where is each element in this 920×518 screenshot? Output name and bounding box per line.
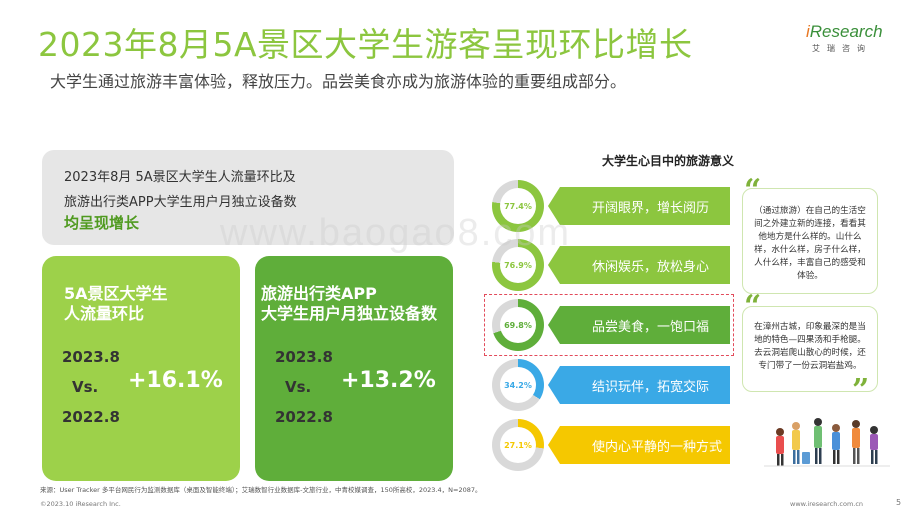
card-year-previous: 2022.8 bbox=[275, 408, 333, 426]
card-year-current: 2023.8 bbox=[275, 348, 333, 366]
pointer-arrow-icon bbox=[548, 306, 560, 344]
card-change: +16.1% bbox=[128, 368, 223, 393]
meaning-bar: 使内心平静的一种方式 bbox=[548, 426, 730, 464]
meaning-bar: 休闲娱乐，放松身心 bbox=[548, 246, 730, 284]
percent-value: 34.2% bbox=[500, 367, 536, 403]
meanings-title: 大学生心目中的旅游意义 bbox=[602, 154, 735, 168]
website: www.iresearch.com.cn bbox=[790, 500, 864, 508]
highlight-frame bbox=[484, 294, 734, 356]
card-year-current: 2023.8 bbox=[62, 348, 120, 366]
percent-ring: 69.8% bbox=[492, 299, 544, 351]
percent-ring: 27.1% bbox=[492, 419, 544, 471]
stat-card-travel-app-devices: 旅游出行类APP 大学生用户月独立设备数 2023.8 Vs. +13.2% 2… bbox=[255, 256, 453, 481]
copyright: ©2023.10 iResearch Inc. bbox=[40, 500, 121, 508]
summary-line-1: 2023年8月 5A景区大学生人流量环比及 bbox=[64, 170, 296, 185]
percent-value: 77.4% bbox=[500, 188, 536, 224]
pointer-arrow-icon bbox=[548, 187, 560, 225]
meaning-bar: 结识玩伴，拓宽交际 bbox=[548, 366, 730, 404]
card-title: 旅游出行类APP 大学生用户月独立设备数 bbox=[261, 284, 438, 323]
card-year-previous: 2022.8 bbox=[62, 408, 120, 426]
quote-card-1: （通过旅游）在自己的生活空间之外建立新的连接，看看其他地方是什么样的。山什么样，… bbox=[742, 188, 878, 294]
page-subtitle: 大学生通过旅游丰富体验，释放压力。品尝美食亦成为旅游体验的重要组成部分。 bbox=[50, 72, 627, 91]
card-change: +13.2% bbox=[341, 368, 436, 393]
meaning-bar: 开阔眼界，增长阅历 bbox=[548, 187, 730, 225]
percent-ring: 76.9% bbox=[492, 239, 544, 291]
watermark: www.baogao8.com bbox=[220, 212, 572, 254]
pointer-arrow-icon bbox=[548, 366, 560, 404]
percent-ring: 77.4% bbox=[492, 180, 544, 232]
iresearch-logo: iResearch 艾瑞咨询 bbox=[806, 22, 883, 53]
summary-line-2: 旅游出行类APP大学生用户月独立设备数 bbox=[64, 195, 297, 210]
percent-value: 76.9% bbox=[500, 247, 536, 283]
quote-card-2: 在漳州古城，印象最深的是当地的特色—四果汤和手枪腿。去云洞岩爬山散心的时候，还专… bbox=[742, 306, 878, 392]
page-number: 5 bbox=[896, 498, 902, 507]
pointer-arrow-icon bbox=[548, 426, 560, 464]
meaning-label: 休闲娱乐，放松身心 bbox=[592, 259, 710, 275]
travelers-illustration bbox=[764, 418, 890, 467]
percent-value: 69.8% bbox=[500, 307, 536, 343]
stat-card-scenic-visitors: 5A景区大学生 人流量环比 2023.8 Vs. +16.1% 2022.8 bbox=[42, 256, 240, 481]
meaning-label: 品尝美食，一饱口福 bbox=[592, 319, 710, 335]
source-note: 来源：User Tracker 多平台网民行为监测数据库（桌面及智能终端）；艾瑞… bbox=[40, 486, 482, 494]
meaning-label: 使内心平静的一种方式 bbox=[592, 439, 723, 455]
quote-mark-close-icon: ” bbox=[852, 373, 870, 408]
summary-highlight: 均呈现增长 bbox=[64, 214, 140, 232]
page-title: 2023年8月5A景区大学生游客呈现环比增长 bbox=[38, 25, 693, 64]
percent-value: 27.1% bbox=[500, 427, 536, 463]
meaning-bar: 品尝美食，一饱口福 bbox=[548, 306, 730, 344]
percent-ring: 34.2% bbox=[492, 359, 544, 411]
card-vs: Vs. bbox=[285, 378, 312, 396]
card-vs: Vs. bbox=[72, 378, 99, 396]
card-title: 5A景区大学生 人流量环比 bbox=[64, 284, 168, 323]
summary-box: 2023年8月 5A景区大学生人流量环比及 旅游出行类APP大学生用户月独立设备… bbox=[42, 150, 454, 245]
meaning-label: 结识玩伴，拓宽交际 bbox=[592, 379, 710, 395]
pointer-arrow-icon bbox=[548, 246, 560, 284]
meaning-label: 开阔眼界，增长阅历 bbox=[592, 200, 710, 216]
